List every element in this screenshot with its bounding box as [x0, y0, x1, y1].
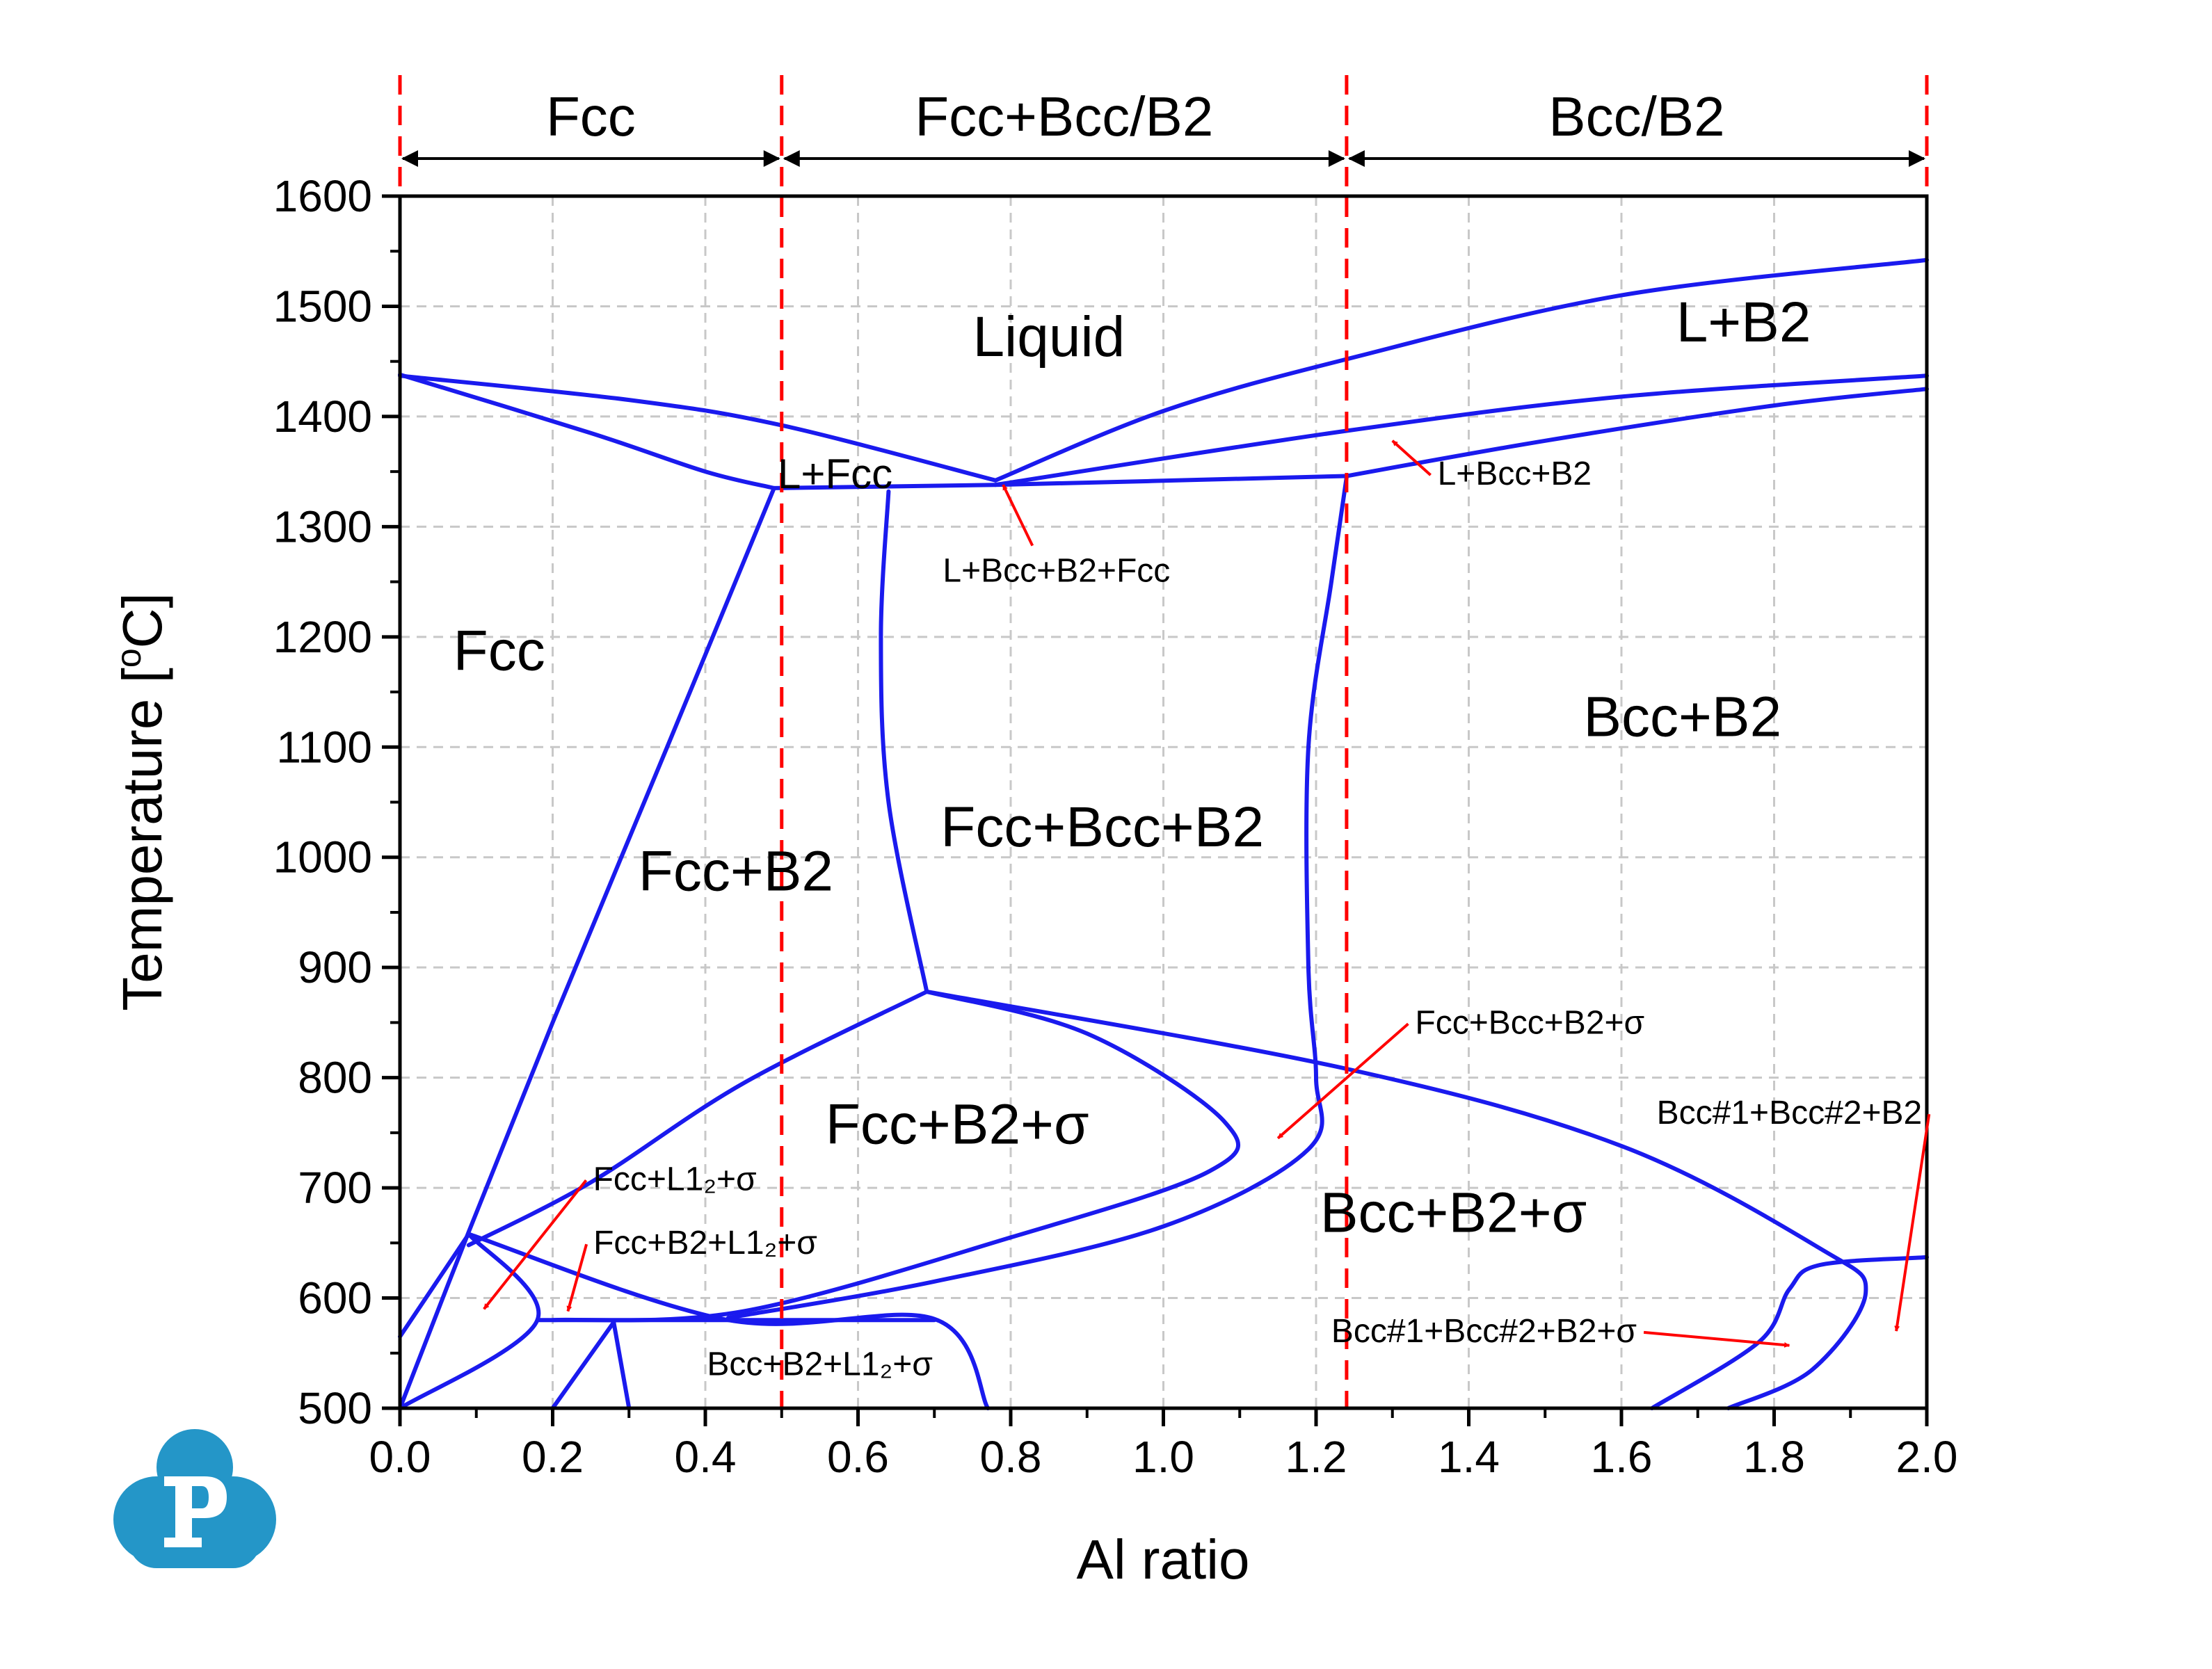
range-label: Fcc+Bcc/B2	[915, 86, 1213, 147]
y-tick-label: 1300	[273, 501, 372, 551]
y-axis-title: Temperature [oC]	[109, 592, 173, 1010]
phase-boundary	[924, 990, 1868, 1410]
grid	[400, 196, 1927, 1408]
region-label: L+Fcc	[778, 451, 892, 497]
x-axis-title: Al ratio	[1077, 1529, 1250, 1590]
phase-boundary	[1344, 387, 1929, 478]
y-axis-title-main: Temperature [	[111, 668, 173, 1011]
phase-boundary	[1649, 1255, 1929, 1410]
y-tick-label: 700	[298, 1163, 372, 1213]
phase-boundary	[398, 372, 776, 490]
y-tick-label: 1600	[273, 171, 372, 221]
y-axis-title-unit: C]	[111, 592, 173, 648]
annotation-label: Fcc+Bcc+B2+σ	[1415, 1004, 1644, 1041]
y-tick-label: 1400	[273, 392, 372, 442]
x-tick-label: 1.6	[1591, 1432, 1653, 1482]
range-label: Fcc	[546, 86, 636, 147]
annotation-arrow	[1643, 1330, 1790, 1348]
x-tick-label: 0.2	[522, 1432, 584, 1482]
y-tick-label: 1500	[273, 281, 372, 331]
phase-boundary	[398, 373, 998, 483]
y-tick-label: 600	[298, 1273, 372, 1323]
annotation-arrow	[1894, 1113, 1931, 1332]
phase-boundary	[993, 373, 1929, 487]
phase-boundary	[398, 1232, 541, 1410]
y-axis-title-degree: o	[109, 648, 148, 668]
annotation-arrow	[1276, 1022, 1409, 1140]
region-label: L+B2	[1676, 291, 1811, 354]
phase-boundary	[466, 1232, 991, 1410]
phase-boundaries	[398, 257, 1929, 1410]
phase-boundary	[726, 475, 1349, 1321]
y-tick-label: 1100	[276, 722, 372, 772]
annotation-arrow	[1002, 484, 1034, 547]
x-tick-label: 0.6	[827, 1432, 889, 1482]
x-tick-label: 1.8	[1743, 1432, 1805, 1482]
annotation-label: Bcc#1+Bcc#2+B2	[1657, 1095, 1923, 1131]
y-tick-label: 1200	[273, 612, 372, 662]
top-region-labels: Fcc Fcc+Bcc/B2 Bcc/B2	[401, 86, 1925, 167]
region-label: Liquid	[972, 305, 1125, 369]
x-tick-label: 0.0	[369, 1432, 431, 1482]
phase-boundary	[466, 990, 929, 1248]
phase-boundary	[550, 990, 1241, 1323]
phase-boundary	[550, 1320, 616, 1410]
annotation-arrow	[566, 1243, 588, 1312]
phase-boundary	[398, 1232, 471, 1339]
y-tick-label: 500	[298, 1383, 372, 1433]
region-label: Bcc+B2+σ	[1320, 1181, 1587, 1244]
x-tick-label: 1.0	[1132, 1432, 1194, 1482]
phase-boundary	[993, 257, 1929, 483]
logo-icon	[113, 1429, 276, 1568]
annotation-arrow	[1391, 440, 1432, 476]
annotation-label: Fcc+L1₂+σ	[593, 1161, 757, 1198]
x-tick-label: 1.2	[1285, 1432, 1347, 1482]
region-label: Fcc+B2	[639, 839, 833, 903]
y-tick-label: 900	[298, 942, 372, 992]
annotation-label: Bcc+B2+L1₂+σ	[707, 1346, 932, 1382]
region-labels: Liquid L+B2 L+Fcc Fcc Fcc+B2 Fcc+Bcc+B2 Bcc+B2…	[454, 291, 1811, 1244]
phase-boundary	[771, 474, 1349, 490]
region-label: Fcc+B2+σ	[826, 1093, 1089, 1156]
region-label: Fcc+Bcc+B2	[940, 796, 1264, 859]
phase-boundary	[398, 485, 776, 1410]
annotation-arrow	[483, 1179, 588, 1310]
y-tick-label: 800	[298, 1053, 372, 1103]
x-tick-label: 0.4	[675, 1432, 737, 1482]
region-label: Fcc	[454, 619, 545, 682]
annotation-label: Bcc#1+Bcc#2+B2+σ	[1331, 1313, 1637, 1350]
region-label: Bcc+B2	[1583, 685, 1781, 748]
axis-ticks: 0.0 0.2 0.4 0.6 0.8 1.0 1.2 1.4 1.6 1.8 2.0 500 600 7…	[273, 171, 1958, 1482]
x-tick-label: 1.4	[1438, 1432, 1500, 1482]
annotation-label: L+Bcc+B2+Fcc	[943, 553, 1170, 590]
x-tick-label: 0.8	[980, 1432, 1042, 1482]
annotation-label: Fcc+B2+L1₂+σ	[593, 1225, 817, 1261]
phase-boundary	[611, 1320, 632, 1410]
annotation-label: L+Bcc+B2	[1438, 455, 1592, 492]
x-tick-label: 2.0	[1896, 1432, 1958, 1482]
phase-boundary	[879, 489, 929, 994]
y-tick-label: 1000	[273, 832, 372, 882]
range-label: Bcc/B2	[1548, 86, 1724, 147]
annotations: L+Bcc+B2 L+Bcc+B2+Fcc Fcc+Bcc+B2+σ Bcc#1+Bc…	[483, 440, 1931, 1382]
